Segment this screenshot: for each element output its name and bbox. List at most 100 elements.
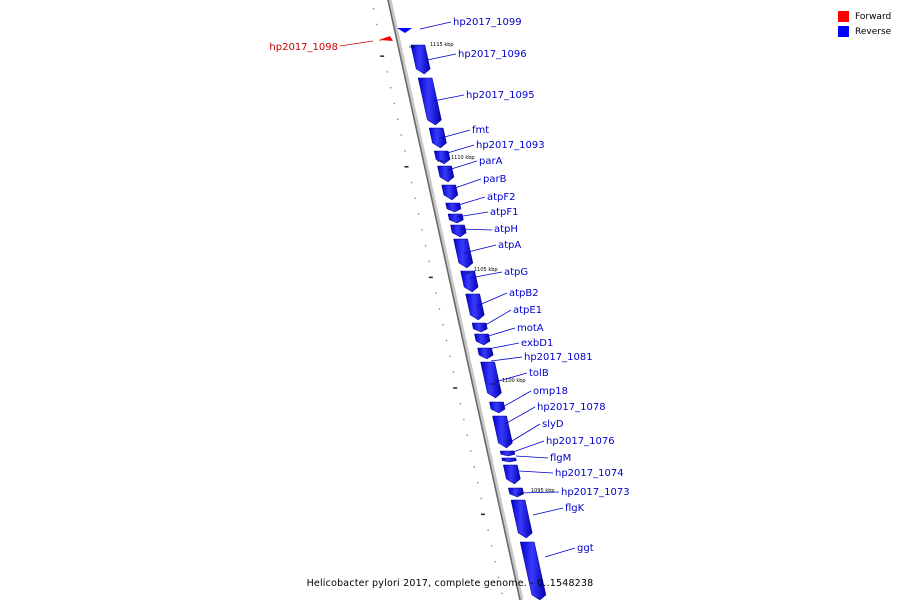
- gene-label[interactable]: hp2017_1073: [561, 487, 630, 498]
- gene-block-reverse[interactable]: [410, 44, 431, 75]
- ruler-dot: [487, 529, 489, 531]
- gene-block-reverse[interactable]: [510, 499, 533, 539]
- ruler-dot: [442, 324, 444, 326]
- gene-block-reverse[interactable]: [492, 415, 513, 449]
- ruler-dot: [397, 118, 399, 120]
- ruler-dot: [497, 576, 500, 579]
- ruler-dot: [421, 229, 423, 231]
- gene-label[interactable]: parA: [479, 156, 503, 167]
- genome-backbone: [387, 0, 521, 600]
- gene-block-reverse[interactable]: [508, 487, 524, 498]
- gene-label[interactable]: fmt: [472, 125, 489, 136]
- gene-leader-line: [459, 228, 493, 231]
- ruler-dot: [424, 245, 427, 247]
- ruler-dot: [435, 292, 437, 294]
- gene-leader-line: [544, 547, 576, 558]
- gene-label[interactable]: omp18: [533, 386, 568, 397]
- gene-block-reverse[interactable]: [474, 333, 491, 346]
- gene-label[interactable]: exbD1: [521, 338, 553, 349]
- gene-label[interactable]: hp2017_1095: [466, 90, 535, 101]
- gene-label[interactable]: hp2017_1098: [269, 42, 338, 53]
- ruler-major-tick: [480, 513, 485, 516]
- gene-leader-line: [419, 21, 452, 30]
- gene-block-reverse[interactable]: [453, 238, 474, 269]
- gene-label[interactable]: parB: [483, 174, 507, 185]
- gene-block-reverse[interactable]: [428, 127, 447, 149]
- gene-label[interactable]: hp2017_1081: [524, 352, 593, 363]
- ruler-dot: [379, 39, 382, 41]
- gene-label[interactable]: slyD: [542, 419, 564, 430]
- gene-block-reverse[interactable]: [501, 457, 517, 463]
- ruler-dot: [445, 339, 448, 342]
- gene-label[interactable]: hp2017_1093: [476, 140, 545, 151]
- ruler-major-tick: [428, 276, 433, 279]
- gene-leader-line: [518, 470, 554, 474]
- gene-block-reverse[interactable]: [397, 28, 412, 33]
- ruler-dot: [438, 308, 441, 310]
- ruler-dot: [452, 371, 455, 373]
- gene-leader-line: [494, 372, 528, 383]
- gene-leader-line: [484, 327, 516, 338]
- gene-leader-line: [440, 129, 471, 139]
- gene-leader-line: [519, 491, 560, 494]
- ruler-major-tick: [404, 166, 409, 168]
- gene-label[interactable]: ggt: [577, 543, 594, 554]
- gene-block-forward[interactable]: [379, 36, 393, 41]
- ruler-dot: [473, 466, 475, 468]
- gene-label[interactable]: flgM: [550, 453, 571, 464]
- gene-label[interactable]: hp2017_1096: [458, 49, 527, 60]
- gene-block-reverse[interactable]: [499, 450, 516, 457]
- gene-leader-line: [443, 144, 475, 155]
- gene-label[interactable]: motA: [517, 323, 544, 334]
- gene-label[interactable]: flgK: [565, 503, 585, 514]
- gene-label[interactable]: atpA: [498, 240, 521, 251]
- gene-label[interactable]: hp2017_1078: [537, 402, 606, 413]
- gene-label[interactable]: hp2017_1076: [546, 436, 615, 447]
- ruler-dot: [463, 418, 465, 421]
- gene-block-reverse[interactable]: [465, 293, 485, 321]
- gene-label[interactable]: atpB2: [509, 288, 539, 299]
- gene-leader-line: [451, 178, 482, 190]
- gene-block-reverse[interactable]: [471, 322, 488, 333]
- gene-block-reverse[interactable]: [519, 541, 547, 600]
- gene-leader-line: [504, 406, 536, 425]
- gene-leader-line: [456, 211, 489, 218]
- gene-block-reverse[interactable]: [447, 213, 464, 224]
- gene-leader-line: [515, 455, 549, 459]
- kbp-tick-label: 1100 kbp: [502, 378, 526, 384]
- gene-label[interactable]: hp2017_1074: [555, 468, 624, 479]
- gene-label[interactable]: atpF2: [487, 192, 516, 203]
- gene-block-reverse[interactable]: [417, 77, 442, 126]
- ruler-dot: [501, 592, 503, 594]
- gene-block-reverse[interactable]: [460, 270, 479, 293]
- gene-block-reverse[interactable]: [502, 464, 521, 485]
- ruler-dot: [477, 482, 479, 484]
- gene-label[interactable]: atpF1: [490, 207, 519, 218]
- gene-leader-line: [487, 342, 520, 350]
- gene-block-reverse[interactable]: [433, 150, 451, 165]
- gene-block-reverse[interactable]: [489, 401, 506, 414]
- gene-leader-line: [432, 94, 465, 102]
- ruler-dot: [459, 403, 462, 405]
- forward-swatch: [838, 11, 849, 22]
- gene-label[interactable]: atpH: [494, 224, 518, 235]
- ruler-dot: [414, 197, 416, 199]
- gene-block-reverse[interactable]: [445, 202, 462, 213]
- kbp-tick-label: 1110 kbp: [451, 155, 475, 161]
- ruler-dot: [393, 102, 396, 105]
- gene-leader-line: [476, 292, 508, 307]
- gene-block-reverse[interactable]: [441, 184, 459, 201]
- gene-label[interactable]: tolB: [529, 368, 549, 379]
- gene-block-reverse[interactable]: [437, 165, 455, 183]
- gene-label[interactable]: atpE1: [513, 305, 542, 316]
- ruler-dot: [410, 181, 413, 184]
- gene-label[interactable]: hp2017_1099: [453, 17, 522, 28]
- gene-label[interactable]: atpG: [504, 267, 528, 278]
- gene-leader-line: [490, 356, 523, 362]
- ruler-major-tick: [453, 387, 458, 389]
- gene-block-reverse[interactable]: [477, 347, 494, 360]
- gene-block-reverse[interactable]: [480, 361, 502, 399]
- gene-leader-line: [447, 160, 478, 171]
- gene-block-reverse[interactable]: [450, 224, 467, 238]
- ruler-dot: [417, 213, 420, 215]
